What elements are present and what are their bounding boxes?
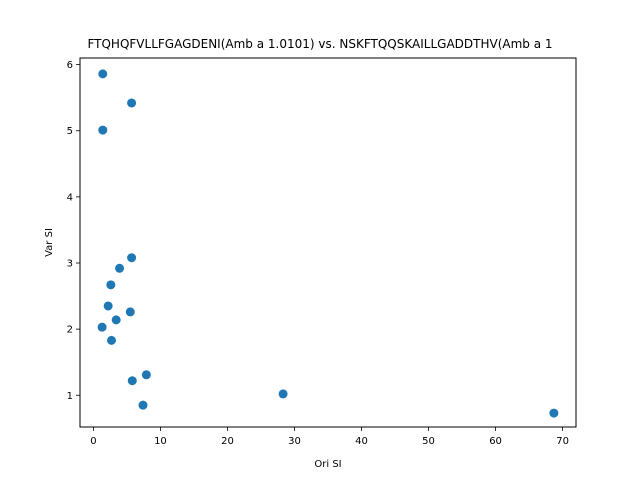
x-tick-label: 10 xyxy=(154,436,167,447)
x-tick-label: 20 xyxy=(221,436,234,447)
x-tick-label: 60 xyxy=(489,436,502,447)
x-tick-label: 30 xyxy=(288,436,301,447)
y-axis-ticks: 1 2 3 4 5 6 xyxy=(67,60,80,402)
chart-title: FTQHQFVLLFGAGDENI(Amb a 1.0101) vs. NSKF… xyxy=(87,37,552,51)
data-point xyxy=(125,307,135,317)
data-point xyxy=(103,301,113,311)
data-point xyxy=(98,69,108,79)
x-tick-label: 70 xyxy=(556,436,569,447)
data-point xyxy=(107,335,117,345)
data-point xyxy=(127,253,137,263)
x-axis-ticks: 0 10 20 30 40 50 60 70 xyxy=(90,427,569,447)
x-tick-label: 40 xyxy=(355,436,368,447)
y-tick-label: 5 xyxy=(67,126,73,137)
y-tick-label: 6 xyxy=(67,60,73,71)
y-tick-label: 1 xyxy=(67,391,73,402)
data-point xyxy=(106,280,116,290)
data-point xyxy=(98,125,108,135)
data-points xyxy=(97,69,559,418)
y-tick-label: 3 xyxy=(67,259,73,270)
x-tick-label: 50 xyxy=(422,436,435,447)
data-point xyxy=(127,98,137,108)
data-point xyxy=(138,400,148,410)
data-point xyxy=(97,322,107,332)
y-tick-label: 2 xyxy=(67,325,73,336)
data-point xyxy=(549,408,559,418)
y-tick-label: 4 xyxy=(67,192,73,203)
data-point xyxy=(127,376,137,386)
x-tick-label: 0 xyxy=(90,436,96,447)
data-point xyxy=(111,315,121,325)
data-point xyxy=(115,263,125,273)
data-point xyxy=(141,370,151,380)
x-axis-label: Ori SI xyxy=(314,459,341,470)
data-point xyxy=(278,389,288,399)
y-axis-label: Var SI xyxy=(44,228,55,257)
plot-area-frame xyxy=(79,57,577,428)
